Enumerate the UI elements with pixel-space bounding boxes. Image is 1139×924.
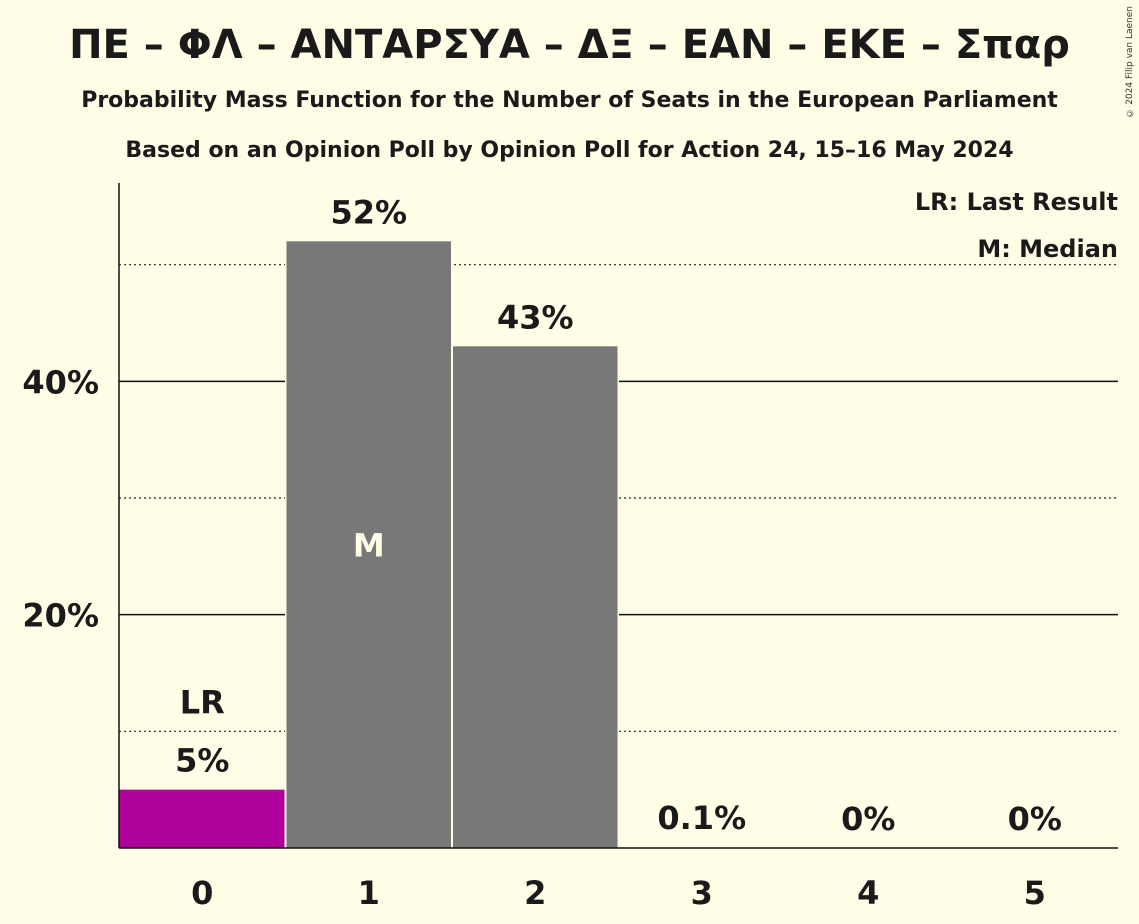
chart-subtitle: Probability Mass Function for the Number… bbox=[81, 88, 1058, 113]
last-result-marker: LR bbox=[180, 684, 225, 722]
data-label: 52% bbox=[330, 193, 407, 231]
bar bbox=[453, 346, 618, 848]
y-tick-label: 40% bbox=[22, 363, 99, 401]
data-label: 5% bbox=[175, 742, 229, 780]
data-label: 0% bbox=[841, 800, 895, 838]
x-tick-label: 4 bbox=[857, 874, 879, 912]
chart-title: ΠΕ – ΦΛ – ΑΝΤΑΡΣΥΑ – ΔΞ – ΕΑΝ – ΕΚΕ – Σπ… bbox=[69, 22, 1070, 68]
bar bbox=[286, 241, 451, 849]
x-tick-label: 3 bbox=[691, 874, 713, 912]
median-marker: M bbox=[353, 527, 385, 565]
data-label: 43% bbox=[497, 298, 574, 336]
legend-median: M: Median bbox=[977, 235, 1118, 263]
x-tick-label: 1 bbox=[358, 874, 380, 912]
legend-last-result: LR: Last Result bbox=[915, 188, 1118, 216]
data-label: 0.1% bbox=[657, 799, 746, 837]
x-tick-label: 2 bbox=[524, 874, 546, 912]
bar bbox=[119, 789, 285, 848]
y-tick-label: 20% bbox=[22, 597, 99, 635]
chart-source-line: Based on an Opinion Poll by Opinion Poll… bbox=[125, 138, 1014, 163]
x-tick-label: 5 bbox=[1024, 874, 1046, 912]
x-tick-label: 0 bbox=[191, 874, 213, 912]
data-label: 0% bbox=[1008, 800, 1062, 838]
